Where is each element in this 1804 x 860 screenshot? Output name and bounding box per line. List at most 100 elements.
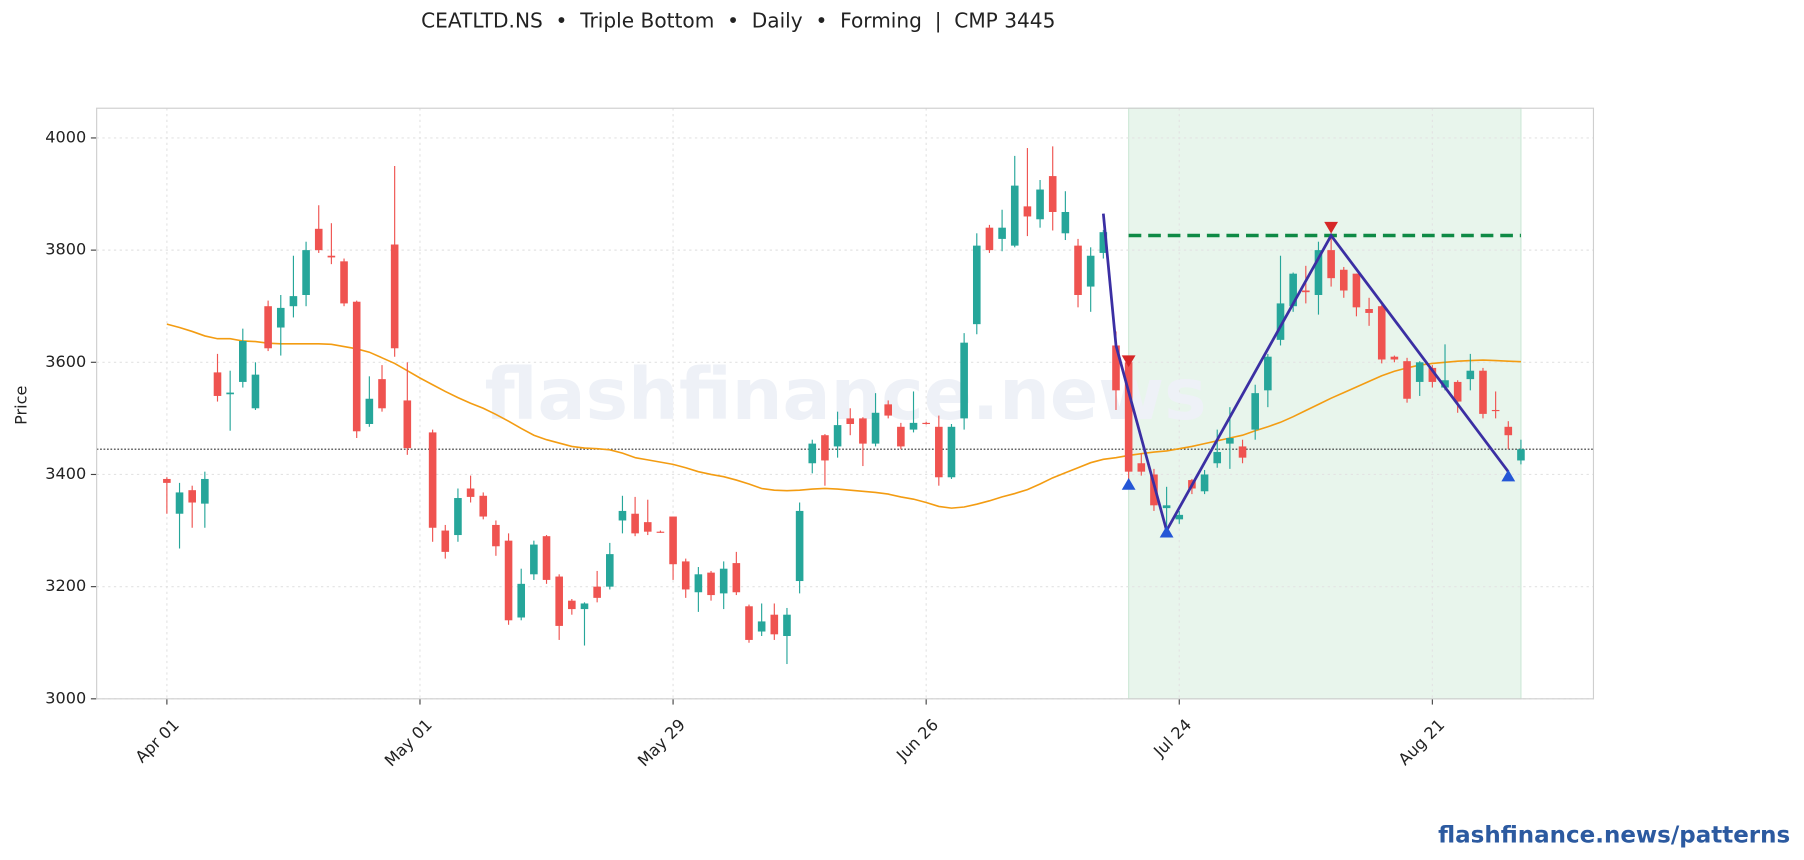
- candle-body: [960, 342, 968, 419]
- candle-body: [897, 426, 905, 447]
- candle-body: [1314, 250, 1323, 295]
- candle-body: [226, 392, 234, 395]
- candle-body: [1086, 255, 1095, 287]
- candle-body: [492, 524, 500, 547]
- candle-body: [783, 614, 791, 637]
- candle-body: [770, 614, 779, 635]
- x-tick-label: Apr 01: [132, 715, 183, 766]
- candle-body: [479, 495, 488, 517]
- candle-body: [859, 418, 867, 444]
- candle-body: [1150, 474, 1158, 506]
- candle-body: [947, 426, 956, 478]
- candle-body: [1479, 370, 1487, 414]
- candle-body: [1023, 206, 1032, 217]
- candle-body: [719, 568, 728, 594]
- candle-body: [1251, 393, 1259, 430]
- plot-layer: [96, 146, 1594, 665]
- watermark: flashfinance.news: [485, 353, 1207, 436]
- candle-body: [1415, 362, 1424, 382]
- candle-body: [239, 340, 247, 382]
- candle-body: [289, 296, 298, 307]
- candle-body: [378, 379, 386, 409]
- candle-body: [694, 574, 703, 593]
- candle-body: [327, 255, 336, 258]
- candle-body: [681, 561, 690, 590]
- candle-body: [352, 301, 361, 432]
- candle-body: [466, 488, 475, 497]
- footer-link: flashfinance.news/patterns: [1438, 822, 1790, 848]
- candle-body: [732, 563, 741, 593]
- pivot-marker: [1121, 478, 1136, 490]
- y-tick-label: 3600: [45, 352, 86, 371]
- candle-body: [1403, 361, 1411, 399]
- candle-body: [1365, 309, 1373, 313]
- candle-body: [1390, 356, 1399, 360]
- candle-body: [1352, 273, 1361, 308]
- candle-body: [504, 540, 513, 621]
- pivot-marker: [1121, 355, 1136, 368]
- candle-body: [821, 435, 829, 461]
- x-tick-label: Jun 26: [892, 715, 942, 765]
- candle-body: [1238, 446, 1247, 458]
- candle-body: [1213, 452, 1222, 464]
- candle-body: [201, 478, 209, 504]
- candle-body: [441, 530, 450, 552]
- y-tick-label: 3200: [45, 576, 86, 595]
- candle-body: [846, 418, 855, 424]
- x-tick-label: Aug 21: [1394, 715, 1448, 769]
- candle-body: [390, 244, 399, 349]
- candle-body: [1162, 505, 1171, 509]
- candle-body: [428, 432, 437, 528]
- candle-body: [669, 516, 677, 565]
- candle-body: [795, 510, 804, 582]
- candle-body: [909, 422, 918, 430]
- candle-body: [1289, 273, 1297, 307]
- candle-body: [276, 307, 285, 328]
- candle-body: [1124, 362, 1133, 472]
- candle-body: [1504, 426, 1513, 436]
- candle-body: [985, 227, 994, 251]
- candle-body: [1036, 189, 1044, 220]
- candle-body: [1099, 232, 1108, 253]
- candle-body: [1226, 438, 1234, 444]
- candle-body: [517, 583, 526, 618]
- candle-body: [555, 576, 563, 626]
- candle-body: [175, 492, 184, 514]
- candle-body: [1175, 514, 1184, 520]
- candle-body: [580, 603, 589, 610]
- candle-body: [808, 443, 817, 464]
- candle-body: [1010, 185, 1019, 246]
- candle-body: [1276, 303, 1285, 340]
- candle-body: [1453, 381, 1462, 402]
- y-tick-label: 3000: [45, 688, 86, 707]
- candle-body: [1137, 463, 1146, 472]
- candle-body: [1264, 356, 1272, 391]
- candle-body: [593, 586, 601, 598]
- y-tick-label: 4000: [45, 127, 86, 146]
- plot-frame: [96, 107, 1595, 700]
- candle-body: [707, 572, 715, 596]
- candle-body: [365, 398, 374, 424]
- candle-body: [188, 490, 196, 503]
- x-tick-label: Jul 24: [1149, 715, 1195, 761]
- x-tick-label: May 01: [381, 715, 436, 770]
- candle-body: [1112, 345, 1120, 391]
- candle-body: [1048, 176, 1057, 212]
- chart-title: CEATLTD.NS • Triple Bottom • Daily • For…: [421, 8, 1055, 32]
- candle-body: [605, 554, 614, 587]
- candle-body: [871, 412, 880, 444]
- y-axis-label: Price: [11, 386, 30, 425]
- candle-body: [1517, 449, 1525, 461]
- candle-body: [454, 498, 462, 536]
- candle-body: [618, 510, 627, 521]
- candle-body: [213, 372, 222, 396]
- candle-body: [1200, 474, 1209, 492]
- candle-body: [1466, 370, 1475, 380]
- candle-body: [340, 261, 348, 304]
- candle-body: [1327, 250, 1335, 279]
- candle-body: [568, 600, 576, 610]
- candle-body: [403, 400, 412, 449]
- candle-body: [757, 621, 766, 632]
